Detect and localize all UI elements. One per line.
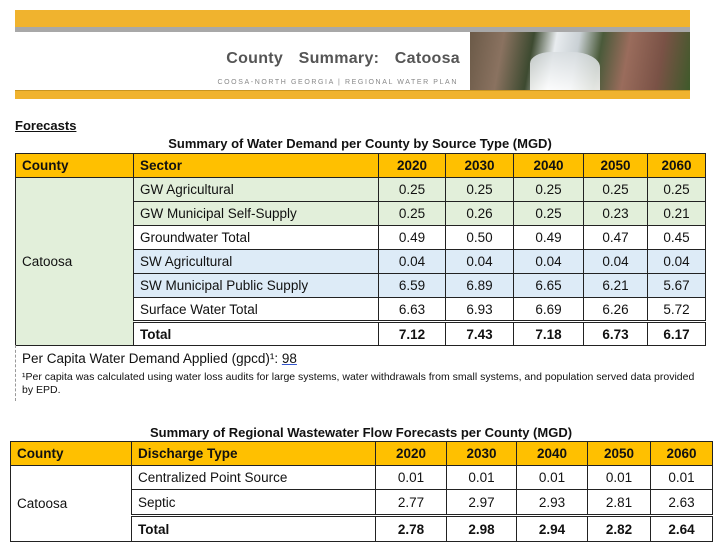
- section-heading: Forecasts: [15, 118, 77, 133]
- value-cell: 6.17: [647, 320, 706, 346]
- row-label: SW Agricultural: [133, 249, 379, 274]
- per-capita-label: Per Capita Water Demand Applied (gpcd)¹:: [22, 351, 282, 366]
- value-cell: 0.04: [647, 249, 706, 274]
- table-row: Septic 2.77 2.97 2.93 2.81 2.63: [11, 489, 713, 516]
- wastewater-table-caption: Summary of Regional Wastewater Flow Fore…: [149, 425, 573, 440]
- value-cell: 6.73: [583, 320, 648, 346]
- column-header: 2020: [378, 153, 446, 178]
- table-row: Catoosa GW Agricultural 0.25 0.25 0.25 0.25 0.…: [15, 177, 706, 346]
- value-cell: 0.25: [647, 177, 706, 202]
- table-row: SW Municipal Public Supply 6.59 6.89 6.65 6.…: [15, 273, 706, 298]
- value-cell: 0.25: [513, 201, 584, 226]
- value-cell: 2.98: [446, 514, 517, 542]
- value-cell: 2.64: [650, 514, 713, 542]
- water-demand-table: County Sector 2020 2030 2040 2050 2060 Catoosa…: [15, 153, 706, 346]
- row-label: SW Municipal Public Supply: [133, 273, 379, 298]
- value-cell: 0.01: [650, 465, 713, 490]
- value-cell: 0.01: [375, 465, 447, 490]
- value-cell: 2.94: [516, 514, 588, 542]
- row-label: Total: [133, 320, 379, 346]
- value-cell: 0.25: [583, 177, 648, 202]
- value-cell: 0.01: [516, 465, 588, 490]
- value-cell: 0.25: [445, 177, 514, 202]
- value-cell: 0.04: [583, 249, 648, 274]
- row-label: GW Municipal Self-Supply: [133, 201, 379, 226]
- value-cell: 6.89: [445, 273, 514, 298]
- column-header: 2060: [650, 441, 713, 466]
- value-cell: 2.82: [587, 514, 651, 542]
- value-cell: 6.69: [513, 297, 584, 322]
- value-cell: 0.50: [445, 225, 514, 250]
- value-cell: 6.59: [378, 273, 446, 298]
- column-header: 2040: [516, 441, 588, 466]
- row-label: Total: [131, 514, 376, 542]
- value-cell: 2.97: [446, 489, 517, 516]
- per-capita-value: 98: [281, 351, 297, 366]
- value-cell: 6.21: [583, 273, 648, 298]
- row-label: Surface Water Total: [133, 297, 379, 322]
- page-title: County Summary: Catoosa: [226, 50, 460, 67]
- column-header: 2020: [375, 441, 447, 466]
- value-cell: 2.63: [650, 489, 713, 516]
- value-cell: 2.77: [375, 489, 447, 516]
- value-cell: 6.26: [583, 297, 648, 322]
- row-label: Centralized Point Source: [131, 465, 376, 490]
- value-cell: 0.25: [378, 201, 446, 226]
- column-header: County: [15, 153, 134, 178]
- column-header: Sector: [133, 153, 379, 178]
- column-header: 2050: [587, 441, 651, 466]
- row-label: Septic: [131, 489, 376, 516]
- column-header: 2030: [446, 441, 517, 466]
- value-cell: 0.21: [647, 201, 706, 226]
- value-cell: 0.01: [587, 465, 651, 490]
- column-header: 2040: [513, 153, 584, 178]
- header-bottom-bar: [15, 90, 690, 99]
- county-cell: Catoosa: [10, 465, 132, 542]
- header-top-bar: [15, 10, 690, 27]
- table-row: Total 2.78 2.98 2.94 2.82 2.64: [11, 514, 713, 542]
- header-gray-bar: [15, 27, 690, 32]
- value-cell: 0.49: [378, 225, 446, 250]
- per-capita-footnote: ¹Per capita was calculated using water l…: [22, 371, 695, 396]
- row-label: GW Agricultural: [133, 177, 379, 202]
- value-cell: 0.49: [513, 225, 584, 250]
- column-header: Discharge Type: [131, 441, 376, 466]
- table-row: Groundwater Total 0.49 0.50 0.49 0.47 0.45: [16, 225, 706, 250]
- value-cell: 7.18: [513, 320, 584, 346]
- wastewater-table: County Discharge Type 2020 2030 2040 2050 2060…: [10, 441, 713, 542]
- value-cell: 0.26: [445, 201, 514, 226]
- value-cell: 0.23: [583, 201, 648, 226]
- value-cell: 0.04: [445, 249, 514, 274]
- column-header: County: [10, 441, 132, 466]
- value-cell: 0.47: [583, 225, 648, 250]
- waterfall-photo: [470, 32, 690, 90]
- column-header: 2050: [583, 153, 648, 178]
- value-cell: 2.93: [516, 489, 588, 516]
- table-row: Surface Water Total 6.63 6.93 6.69 6.26 5.72: [16, 297, 706, 322]
- demand-table-caption: Summary of Water Demand per County by So…: [168, 136, 552, 151]
- value-cell: 7.12: [378, 320, 446, 346]
- value-cell: 2.78: [375, 514, 447, 542]
- value-cell: 5.72: [647, 297, 706, 322]
- per-capita-note: Per Capita Water Demand Applied (gpcd)¹:…: [15, 345, 705, 401]
- value-cell: 0.04: [513, 249, 584, 274]
- table-row: Catoosa Centralized Point Source 0.01 0.01 0…: [10, 465, 713, 542]
- value-cell: 0.45: [647, 225, 706, 250]
- value-cell: 6.93: [445, 297, 514, 322]
- value-cell: 6.65: [513, 273, 584, 298]
- value-cell: 0.04: [378, 249, 446, 274]
- row-label: Groundwater Total: [133, 225, 379, 250]
- column-header: 2060: [647, 153, 706, 178]
- value-cell: 2.81: [587, 489, 651, 516]
- page-subtitle: COOSA-NORTH GEORGIA | REGIONAL WATER PLA…: [217, 79, 458, 86]
- value-cell: 6.63: [378, 297, 446, 322]
- value-cell: 5.67: [647, 273, 706, 298]
- column-header: 2030: [445, 153, 514, 178]
- county-cell: Catoosa: [15, 177, 134, 346]
- value-cell: 0.25: [378, 177, 446, 202]
- value-cell: 0.25: [513, 177, 584, 202]
- value-cell: 0.01: [446, 465, 517, 490]
- table-row: Total 7.12 7.43 7.18 6.73 6.17: [16, 320, 706, 346]
- value-cell: 7.43: [445, 320, 514, 346]
